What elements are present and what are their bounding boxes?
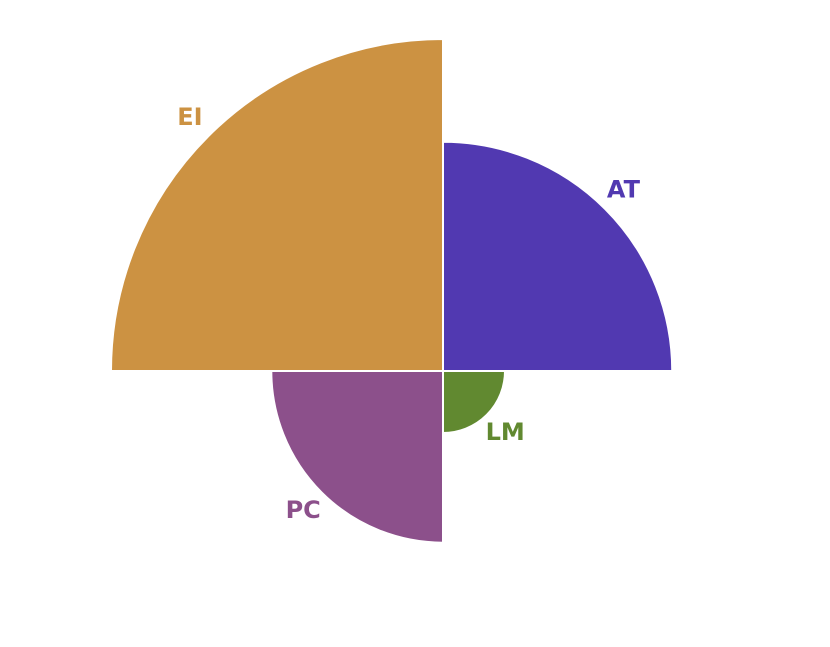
label-at: AT bbox=[607, 176, 641, 204]
label-ei: EI bbox=[177, 103, 202, 131]
label-pc: PC bbox=[286, 496, 321, 524]
segment-lm bbox=[442, 370, 507, 435]
segments-group bbox=[109, 37, 674, 544]
segment-at bbox=[442, 140, 674, 372]
label-lm: LM bbox=[486, 418, 525, 446]
segment-ei bbox=[109, 37, 444, 372]
labels-group: AT LM PC EI bbox=[177, 103, 640, 524]
segment-pc bbox=[270, 370, 444, 544]
